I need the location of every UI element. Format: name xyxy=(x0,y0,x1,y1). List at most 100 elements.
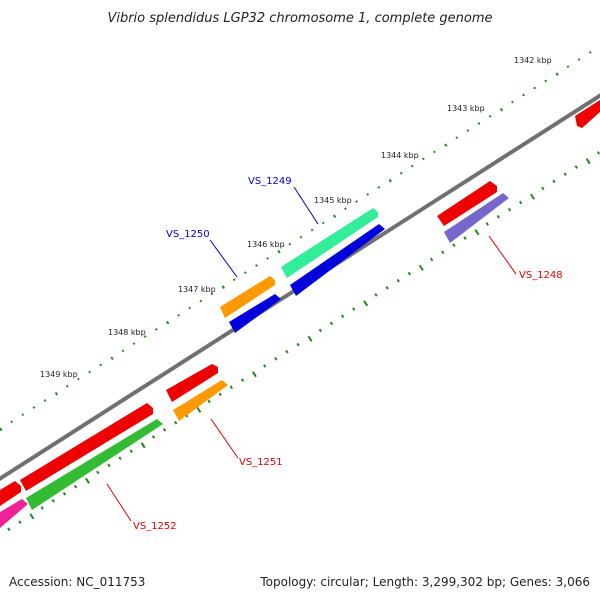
outer-scale-dot xyxy=(255,264,258,267)
inner-scale-dash xyxy=(162,428,167,432)
inner-scale-dash xyxy=(485,222,489,226)
outer-scale-dot xyxy=(210,292,214,296)
inner-scale-dash xyxy=(251,371,257,378)
outer-scale-dot xyxy=(243,271,247,274)
outer-scale-dot xyxy=(99,363,103,367)
gene-arrow-red-edge-left[interactable] xyxy=(0,481,21,506)
outer-scale-dot xyxy=(332,214,337,219)
inner-scale-dash xyxy=(62,491,67,496)
outer-scale-dot xyxy=(588,51,592,54)
inner-scale-dash xyxy=(118,456,122,461)
outer-scale-dot xyxy=(577,58,581,61)
inner-scale-dash xyxy=(474,229,480,236)
inner-scale-dash xyxy=(496,214,501,219)
outer-scale-dot xyxy=(410,164,414,168)
outer-scale-dot xyxy=(522,93,525,97)
inner-scale-dash xyxy=(530,193,536,200)
accession-text: Accession: NC_011753 xyxy=(9,575,145,589)
gene-arrow-lavender-vs1248[interactable] xyxy=(444,193,509,243)
gene-arrow-green-vs1252[interactable] xyxy=(26,419,163,510)
outer-scale-dot xyxy=(355,200,358,203)
outer-scale-dot xyxy=(544,79,548,83)
outer-scale-dot xyxy=(477,122,481,125)
inner-scale-dash xyxy=(507,207,512,212)
inner-scale-dash xyxy=(29,513,35,520)
outer-scale-dot xyxy=(199,299,203,303)
outer-scale-dot xyxy=(344,207,347,211)
gene-arrow-red-vs1248-upper[interactable] xyxy=(437,181,497,226)
outer-scale-dot xyxy=(0,427,3,432)
inner-scale-dash xyxy=(374,293,378,297)
outer-scale-dot xyxy=(88,370,91,374)
outer-scale-dot xyxy=(299,235,303,239)
gene-label-vs1250[interactable]: VS_1250 xyxy=(166,229,210,240)
inner-scale-dash xyxy=(407,271,412,276)
inner-scale-dash xyxy=(418,264,424,271)
gene-arrow-teal-vs1249[interactable] xyxy=(281,208,378,278)
outer-scale-dot xyxy=(110,356,114,361)
kbp-label-1348: 1348 kbp xyxy=(108,328,146,337)
outer-scale-dot xyxy=(366,193,370,196)
outer-scale-dot xyxy=(488,114,492,118)
inner-scale-dash xyxy=(96,470,100,475)
inner-scale-dash xyxy=(429,257,434,262)
outer-scale-dot xyxy=(143,335,147,338)
gene-label-vs1251[interactable]: VS_1251 xyxy=(239,457,283,468)
inner-scale-dash xyxy=(563,172,567,176)
gene-arrow-pink-edge-left[interactable] xyxy=(0,499,28,528)
gene-label-vs1249[interactable]: VS_1249 xyxy=(248,176,292,187)
outer-scale-dot xyxy=(188,306,192,310)
inner-scale-dash xyxy=(452,243,456,247)
outer-scale-dot xyxy=(65,384,69,388)
outer-scale-dot xyxy=(444,143,448,147)
kbp-label-1344: 1344 kbp xyxy=(381,151,419,160)
outer-scale-dot xyxy=(433,150,436,154)
outer-scale-dot xyxy=(566,65,570,69)
outer-scale-dot xyxy=(310,228,314,232)
inner-scale-dash xyxy=(329,321,334,326)
inner-scale-dash xyxy=(585,158,591,165)
inner-scale-dash xyxy=(396,278,400,283)
kbp-label-1346: 1346 kbp xyxy=(247,240,285,249)
outer-scale-dot xyxy=(555,72,559,76)
kbp-label-1342: 1342 kbp xyxy=(514,56,552,65)
gene-arrow-blue-vs1250[interactable] xyxy=(229,294,281,333)
map-title: Vibrio splendidus LGP32 chromosome 1, co… xyxy=(107,11,492,26)
callout-line-vs1249 xyxy=(293,186,319,225)
outer-scale-dot xyxy=(77,377,80,381)
gene-label-vs1252[interactable]: VS_1252 xyxy=(133,521,177,532)
gene-label-vs1248[interactable]: VS_1248 xyxy=(519,270,563,281)
inner-scale-dash xyxy=(129,449,133,453)
inner-scale-dash xyxy=(596,151,600,155)
outer-scale-dot xyxy=(499,107,504,112)
kbp-label-1343: 1343 kbp xyxy=(447,104,485,113)
outer-scale-dot xyxy=(121,349,125,353)
inner-scale-dash xyxy=(51,499,55,503)
inner-scale-dash xyxy=(307,335,313,342)
outer-scale-dot xyxy=(377,186,381,189)
gene-arrow-red-upper-mid[interactable] xyxy=(166,364,218,402)
inner-scale-dash xyxy=(274,357,278,361)
outer-scale-dot xyxy=(43,399,47,402)
gene-arrow-orange-vs1251[interactable] xyxy=(173,380,228,421)
inner-scale-dash xyxy=(363,300,369,307)
inner-scale-dash xyxy=(196,406,202,413)
inner-scale-dash xyxy=(229,385,233,390)
outer-scale-dot xyxy=(232,278,236,282)
inner-scale-track xyxy=(7,151,600,532)
outer-scale-dot xyxy=(154,328,158,331)
outer-scale-dot xyxy=(221,285,225,290)
gene-arrow-orange-vs1250[interactable] xyxy=(220,276,275,318)
inner-scale-dash xyxy=(18,520,22,524)
inner-scale-dash xyxy=(263,364,267,368)
outer-scale-dot xyxy=(54,391,59,396)
gene-arrow-red-edge-right[interactable] xyxy=(575,100,600,128)
gene-arrow-red-vs1252-upper[interactable] xyxy=(20,403,153,491)
inner-scale-dash xyxy=(340,314,345,319)
kbp-label-1345: 1345 kbp xyxy=(314,196,352,205)
outer-scale-dot xyxy=(421,157,425,161)
inner-scale-dash xyxy=(552,179,556,184)
gene-arrow-blue-vs1249[interactable] xyxy=(290,224,385,296)
callout-line-vs1248 xyxy=(488,235,517,275)
